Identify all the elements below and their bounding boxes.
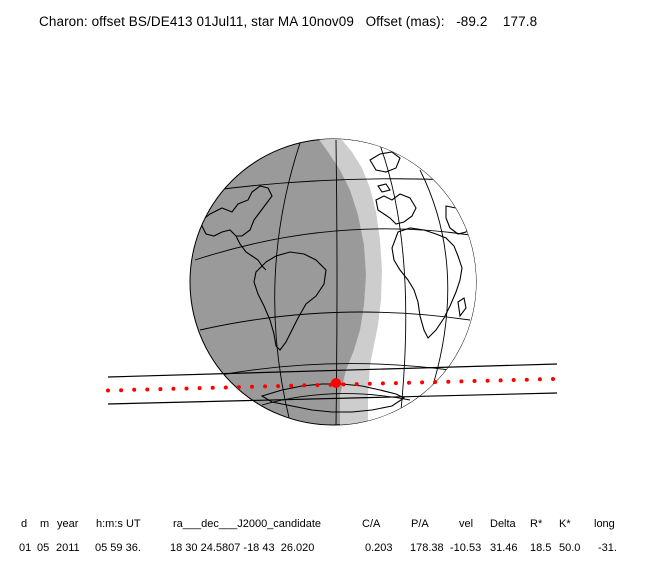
plot-title: Charon: offset BS/DE413 01Jul11, star MA… [39, 14, 537, 29]
shadow-limit-south [107, 392, 558, 405]
centerline-dot [106, 388, 110, 393]
centerline-dot [498, 378, 503, 383]
centerline-dot [459, 379, 464, 384]
title-text: Charon: offset BS/DE413 01Jul11, star MA… [39, 14, 354, 29]
coast-greenland [369, 151, 401, 173]
centerline-dot [354, 382, 359, 387]
coast-south-america [253, 251, 327, 351]
centerline-dot [184, 386, 189, 391]
graticule [194, 139, 471, 425]
meridian-far-east [419, 169, 449, 396]
centerline-dot [250, 384, 254, 389]
centerline-dot [524, 377, 529, 382]
centerline-dot [537, 377, 542, 382]
coast-iceland [377, 183, 391, 193]
centerline-dot [302, 383, 307, 388]
centerline-dot [511, 378, 516, 382]
centerline-dot [367, 381, 372, 386]
centerline-dot [433, 380, 438, 384]
coast-antarctica [260, 383, 406, 413]
offset-label: Offset (mas): [365, 14, 445, 29]
globe [189, 138, 477, 426]
centerline-dot [197, 386, 202, 391]
centerline-dot [315, 383, 320, 388]
centerline-dot [446, 379, 451, 384]
centerline-dot [210, 385, 215, 390]
continents [199, 151, 471, 413]
coast-africa [391, 227, 463, 339]
meridian-east [379, 144, 407, 421]
centerline-dot [158, 387, 163, 392]
coast-europe [375, 193, 417, 225]
parallel-north-1 [214, 178, 456, 191]
centerline-dot [380, 381, 385, 386]
centerline-dot [263, 384, 268, 389]
offset-x: -89.2 [456, 14, 488, 29]
centerline-dot [145, 387, 150, 392]
centerline-dot [420, 380, 425, 385]
closest-approach-marker [331, 378, 341, 388]
centerline-dot [289, 383, 294, 388]
parallel-south-1 [219, 363, 451, 376]
centerline-dot [551, 377, 555, 381]
centerline-dot [472, 379, 477, 383]
centerline-dot [341, 382, 346, 387]
shadow-path [107, 363, 558, 405]
shadow-limit-north [107, 363, 558, 378]
centerline-dot [485, 378, 490, 383]
parallel-north-2 [194, 228, 471, 261]
centerline-dot [171, 386, 176, 391]
centerline-dot [223, 385, 228, 390]
meridian-west [274, 142, 301, 423]
coast-north-america [199, 185, 273, 237]
offset-y: 177.8 [502, 14, 538, 29]
centerline-dot [132, 387, 137, 392]
centerline-dot [276, 384, 281, 389]
parallel-equator [199, 311, 471, 331]
centerline-dot [119, 388, 124, 393]
coast-madagascar [457, 297, 467, 318]
centerline-dot [407, 380, 411, 385]
meridian-central [335, 139, 338, 425]
centerline-dot [393, 381, 398, 386]
centerline-dot [236, 385, 241, 390]
